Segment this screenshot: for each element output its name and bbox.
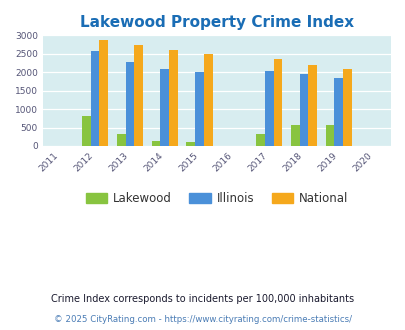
Bar — [99, 41, 108, 146]
Bar — [117, 134, 125, 146]
Bar — [125, 62, 134, 146]
Bar — [342, 69, 351, 146]
Bar — [90, 51, 99, 146]
Title: Lakewood Property Crime Index: Lakewood Property Crime Index — [80, 15, 353, 30]
Text: © 2025 CityRating.com - https://www.cityrating.com/crime-statistics/: © 2025 CityRating.com - https://www.city… — [54, 315, 351, 324]
Bar — [273, 59, 281, 146]
Bar — [334, 78, 342, 146]
Bar — [203, 54, 212, 146]
Legend: Lakewood, Illinois, National: Lakewood, Illinois, National — [81, 187, 352, 210]
Bar — [195, 72, 203, 146]
Bar — [151, 141, 160, 146]
Bar — [134, 45, 143, 146]
Bar — [168, 50, 177, 146]
Bar — [307, 65, 316, 146]
Bar — [299, 74, 307, 146]
Bar — [160, 69, 168, 146]
Bar — [264, 72, 273, 146]
Bar — [325, 125, 334, 146]
Bar — [256, 134, 264, 146]
Bar — [290, 125, 299, 146]
Text: Crime Index corresponds to incidents per 100,000 inhabitants: Crime Index corresponds to incidents per… — [51, 294, 354, 304]
Bar — [186, 142, 195, 146]
Bar — [82, 116, 90, 146]
